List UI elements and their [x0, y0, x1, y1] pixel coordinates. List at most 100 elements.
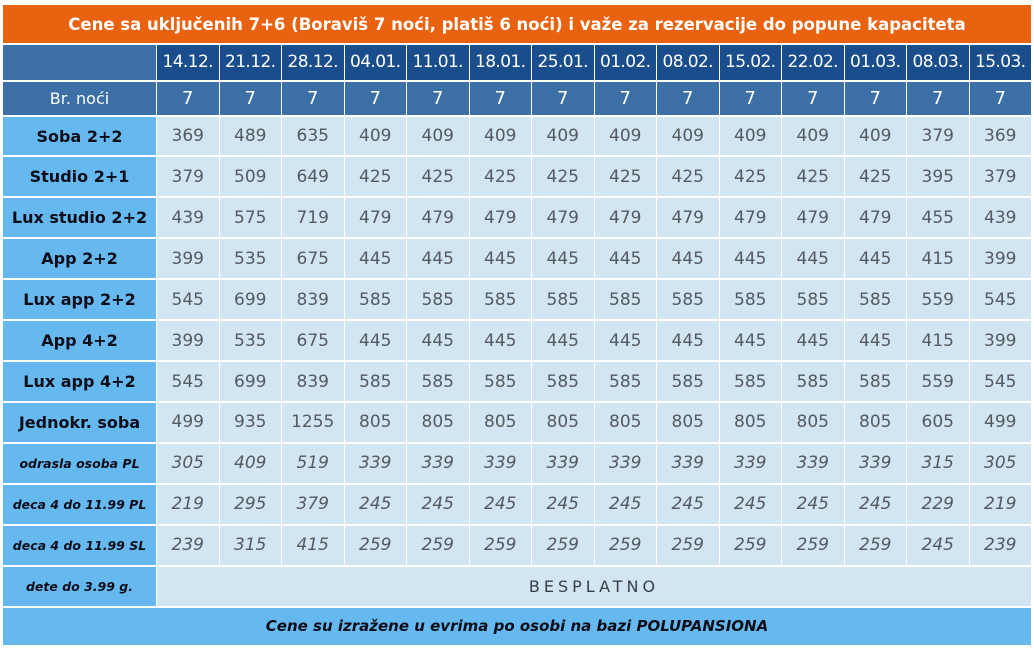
price-cell: 585	[657, 280, 719, 320]
price-cell: 585	[782, 362, 844, 402]
date-header: 14.12.	[157, 45, 219, 80]
price-cell: 425	[344, 157, 406, 197]
price-cell: 559	[907, 362, 969, 402]
price-cell: 259	[469, 525, 531, 565]
price-cell: 409	[219, 443, 281, 483]
row-label: Studio 2+1	[3, 157, 156, 197]
row-label: App 2+2	[3, 239, 156, 279]
price-cell: 445	[782, 321, 844, 361]
free-row: dete do 3.99 g. BESPLATNO	[3, 566, 1031, 606]
price-cell: 409	[657, 116, 719, 156]
price-cell: 339	[719, 443, 781, 483]
price-cell: 399	[969, 321, 1031, 361]
price-cell: 245	[532, 484, 594, 524]
price-cell: 239	[969, 525, 1031, 565]
table-row: Lux studio 2+2 439 575 719 479 479 479 479 479 47…	[3, 198, 1031, 238]
row-label: Lux app 2+2	[3, 280, 156, 320]
price-cell: 545	[157, 362, 219, 402]
nights-value: 7	[157, 81, 219, 115]
date-header: 18.01.	[469, 45, 531, 80]
price-cell: 445	[469, 239, 531, 279]
price-cell: 259	[719, 525, 781, 565]
nights-value: 7	[969, 81, 1031, 115]
title-row: Cene sa uključenih 7+6 (Boraviš 7 noći, …	[3, 5, 1031, 44]
nights-value: 7	[282, 81, 344, 115]
price-cell: 585	[532, 362, 594, 402]
row-label: Soba 2+2	[3, 116, 156, 156]
price-cell: 259	[344, 525, 406, 565]
price-cell: 489	[219, 116, 281, 156]
price-cell: 219	[157, 484, 219, 524]
price-cell: 805	[344, 403, 406, 442]
price-cell: 805	[657, 403, 719, 442]
price-cell: 425	[719, 157, 781, 197]
price-cell: 409	[594, 116, 656, 156]
price-cell: 699	[219, 280, 281, 320]
price-cell: 409	[344, 116, 406, 156]
price-cell: 585	[532, 280, 594, 320]
price-cell: 535	[219, 321, 281, 361]
price-cell: 445	[344, 321, 406, 361]
table-row: App 4+2 399 535 675 445 445 445 445 445 445 445 445…	[3, 321, 1031, 361]
price-cell: 445	[719, 239, 781, 279]
price-cell: 425	[469, 157, 531, 197]
price-cell: 445	[657, 239, 719, 279]
price-cell: 479	[344, 198, 406, 238]
price-cell: 585	[407, 362, 469, 402]
price-cell: 415	[282, 525, 344, 565]
nights-label: Br. noći	[3, 81, 156, 115]
table-row: deca 4 do 11.99 PL 219 295 379 245 245 245 245 2…	[3, 484, 1031, 524]
nights-value: 7	[469, 81, 531, 115]
price-cell: 399	[157, 321, 219, 361]
price-cell: 239	[157, 525, 219, 565]
row-label: deca 4 do 11.99 PL	[3, 484, 156, 524]
date-header: 28.12.	[282, 45, 344, 80]
price-cell: 245	[469, 484, 531, 524]
row-label: odrasla osoba PL	[3, 443, 156, 483]
table-row: deca 4 do 11.99 SL 239 315 415 259 259 259 259 2…	[3, 525, 1031, 565]
price-cell: 425	[594, 157, 656, 197]
price-cell: 245	[657, 484, 719, 524]
price-cell: 259	[594, 525, 656, 565]
price-cell: 699	[219, 362, 281, 402]
price-cell: 585	[344, 362, 406, 402]
price-cell: 1255	[282, 403, 344, 442]
price-cell: 425	[532, 157, 594, 197]
nights-value: 7	[844, 81, 906, 115]
price-cell: 575	[219, 198, 281, 238]
price-cell: 259	[844, 525, 906, 565]
price-cell: 315	[219, 525, 281, 565]
price-cell: 585	[344, 280, 406, 320]
price-cell: 479	[532, 198, 594, 238]
price-cell: 479	[407, 198, 469, 238]
price-cell: 439	[157, 198, 219, 238]
price-cell: 379	[282, 484, 344, 524]
price-cell: 395	[907, 157, 969, 197]
price-cell: 445	[407, 239, 469, 279]
price-cell: 445	[407, 321, 469, 361]
price-cell: 545	[969, 362, 1031, 402]
price-cell: 305	[969, 443, 1031, 483]
nights-value: 7	[782, 81, 844, 115]
date-header: 25.01.	[532, 45, 594, 80]
price-cell: 409	[532, 116, 594, 156]
price-cell: 339	[782, 443, 844, 483]
price-cell: 339	[407, 443, 469, 483]
price-cell: 445	[594, 239, 656, 279]
dates-corner	[3, 45, 156, 80]
price-cell: 585	[407, 280, 469, 320]
price-cell: 315	[907, 443, 969, 483]
price-cell: 399	[157, 239, 219, 279]
price-cell: 369	[969, 116, 1031, 156]
price-cell: 445	[719, 321, 781, 361]
price-cell: 245	[594, 484, 656, 524]
price-cell: 479	[657, 198, 719, 238]
footer-row: Cene su izražene u evrima po osobi na ba…	[3, 607, 1031, 645]
price-cell: 445	[532, 321, 594, 361]
price-cell: 399	[969, 239, 1031, 279]
table-row: App 2+2 399 535 675 445 445 445 445 445 445 445 445…	[3, 239, 1031, 279]
price-cell: 425	[844, 157, 906, 197]
price-cell: 229	[907, 484, 969, 524]
price-cell: 245	[907, 525, 969, 565]
